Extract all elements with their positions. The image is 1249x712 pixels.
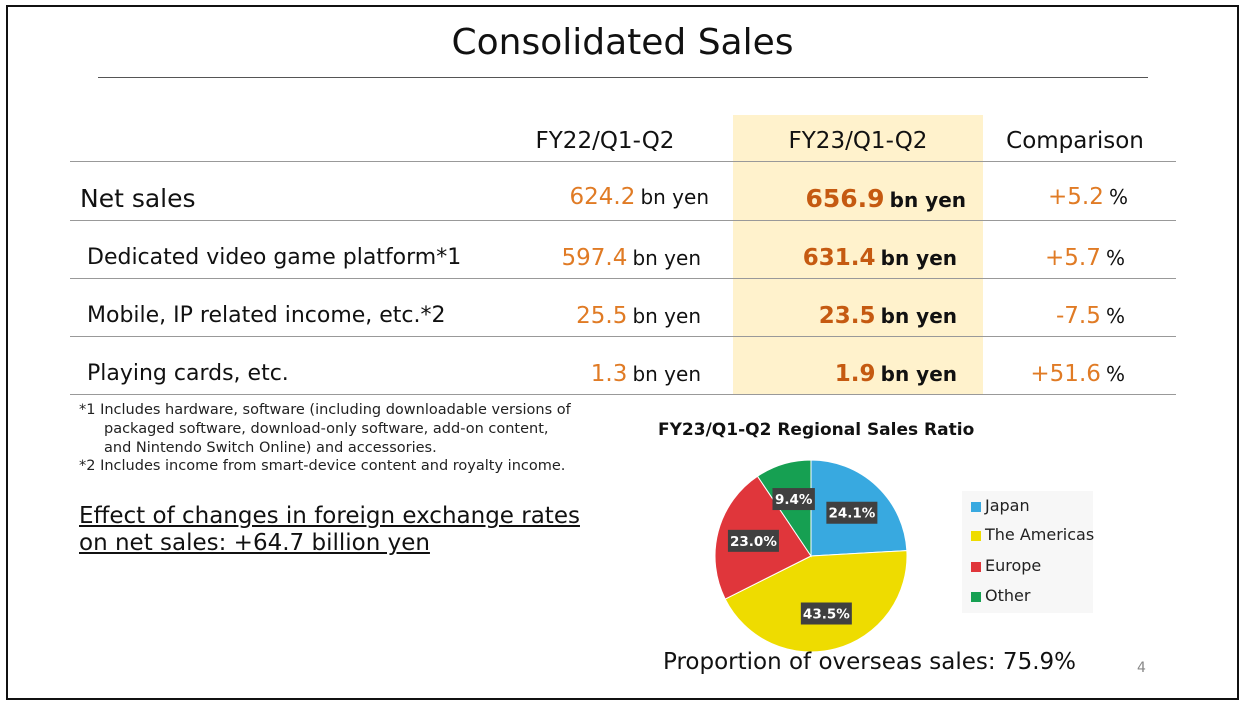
pie-data-label: 24.1% [826, 501, 878, 524]
fy22-value: 597.4 bn yen [562, 245, 702, 271]
footnote-1-line-3: and Nintendo Switch Online) and accessor… [104, 440, 437, 456]
fy23-value: 631.4 bn yen [803, 245, 957, 271]
fy22-number: 1.3 [590, 361, 628, 387]
comparison-number: +51.6 [1030, 361, 1101, 387]
pie-data-label-text: 24.1% [828, 506, 875, 522]
chart-title: FY23/Q1-Q2 Regional Sales Ratio [658, 420, 975, 440]
legend-label: The Americas [985, 525, 1095, 544]
pie-data-label-box [772, 488, 815, 511]
percent-sign: % [1108, 185, 1128, 209]
fy22-number: 624.2 [569, 184, 636, 210]
legend-item-japan: Japan [971, 496, 1030, 515]
comparison-number: +5.7 [1045, 245, 1101, 271]
pie-data-label-box [800, 602, 852, 625]
chart-legend: Japan The Americas Europe Other [962, 491, 1094, 613]
header-fy22: FY22/Q1-Q2 [535, 128, 675, 154]
title-divider [98, 77, 1148, 78]
fy23-value: 1.9 bn yen [835, 361, 957, 387]
overseas-proportion: Proportion of overseas sales: 75.9% [663, 649, 1077, 675]
percent-sign: % [1105, 246, 1125, 270]
fy22-value: 25.5 bn yen [576, 303, 701, 329]
fx-line-2: on net sales: +64.7 billion yen [79, 530, 430, 556]
unit: bn yen [632, 246, 701, 270]
table-rule [70, 161, 1176, 162]
unit: bn yen [880, 304, 957, 328]
comparison-number: -7.5 [1056, 303, 1101, 329]
footnote-1-line-1: *1 Includes hardware, software (includin… [79, 402, 571, 418]
comparison-value: +5.2 % [1048, 184, 1128, 210]
unit: bn yen [632, 362, 701, 386]
fy22-number: 597.4 [561, 245, 628, 271]
unit: bn yen [889, 188, 966, 212]
fy23-value: 23.5 bn yen [819, 303, 957, 329]
legend-swatch [971, 561, 981, 572]
unit: bn yen [880, 362, 957, 386]
table-rule [70, 278, 1176, 279]
row-label-playing-cards: Playing cards, etc. [87, 361, 289, 386]
fy23-number: 1.9 [834, 361, 876, 387]
fy23-number: 656.9 [805, 184, 885, 213]
unit: bn yen [880, 246, 957, 270]
row-label-net-sales: Net sales [80, 184, 196, 213]
comparison-value: -7.5 % [1056, 303, 1125, 329]
legend-label: Other [985, 586, 1031, 605]
legend-swatch [971, 530, 981, 541]
fx-effect-text: Effect of changes in foreign exchange ra… [79, 503, 580, 557]
row-label-dedicated-platform: Dedicated video game platform*1 [87, 245, 462, 270]
footnote-1-line-2: packaged software, download-only softwar… [104, 421, 549, 437]
fy22-number: 25.5 [576, 303, 628, 329]
fy22-value: 1.3 bn yen [591, 361, 701, 387]
legend-item-americas: The Americas [971, 525, 1094, 544]
legend-item-europe: Europe [971, 556, 1041, 575]
header-comparison: Comparison [1006, 128, 1144, 154]
legend-label: Japan [985, 496, 1030, 515]
pie-data-label: 43.5% [800, 602, 852, 625]
percent-sign: % [1105, 362, 1125, 386]
slide-title: Consolidated Sales [451, 22, 794, 63]
unit: bn yen [640, 185, 709, 209]
pie-data-label-box [727, 529, 779, 552]
pie-data-label-text: 23.0% [730, 534, 777, 550]
row-label-mobile-ip: Mobile, IP related income, etc.*2 [87, 303, 446, 328]
unit: bn yen [632, 304, 701, 328]
legend-item-other: Other [971, 586, 1030, 605]
comparison-value: +51.6 % [1030, 361, 1125, 387]
percent-sign: % [1105, 304, 1125, 328]
pie-slice-the-americas [724, 550, 908, 653]
table-rule [70, 336, 1176, 337]
legend-swatch [971, 591, 981, 602]
fx-line-1: Effect of changes in foreign exchange ra… [79, 503, 580, 529]
pie-data-label-text: 43.5% [803, 607, 850, 623]
legend-swatch [971, 501, 981, 512]
pie-data-label-box [826, 501, 878, 524]
header-fy23: FY23/Q1-Q2 [788, 128, 928, 154]
comparison-number: +5.2 [1048, 184, 1104, 210]
pie-data-label: 23.0% [727, 529, 779, 552]
pie-data-label-text: 9.4% [775, 492, 813, 508]
table-rule [70, 394, 1176, 395]
fy23-number: 631.4 [802, 245, 876, 271]
fy23-value: 656.9 bn yen [805, 184, 966, 213]
comparison-value: +5.7 % [1045, 245, 1125, 271]
legend-label: Europe [985, 556, 1042, 575]
table-rule [70, 220, 1176, 221]
fy23-number: 23.5 [818, 303, 876, 329]
pie-data-label: 9.4% [772, 488, 815, 511]
footnote-2: *2 Includes income from smart-device con… [79, 458, 566, 474]
pie-chart: 24.1% 43.5% 23.0% 9.4% [714, 459, 908, 653]
page-number: 4 [1137, 660, 1146, 676]
fy22-value: 624.2 bn yen [570, 184, 710, 210]
